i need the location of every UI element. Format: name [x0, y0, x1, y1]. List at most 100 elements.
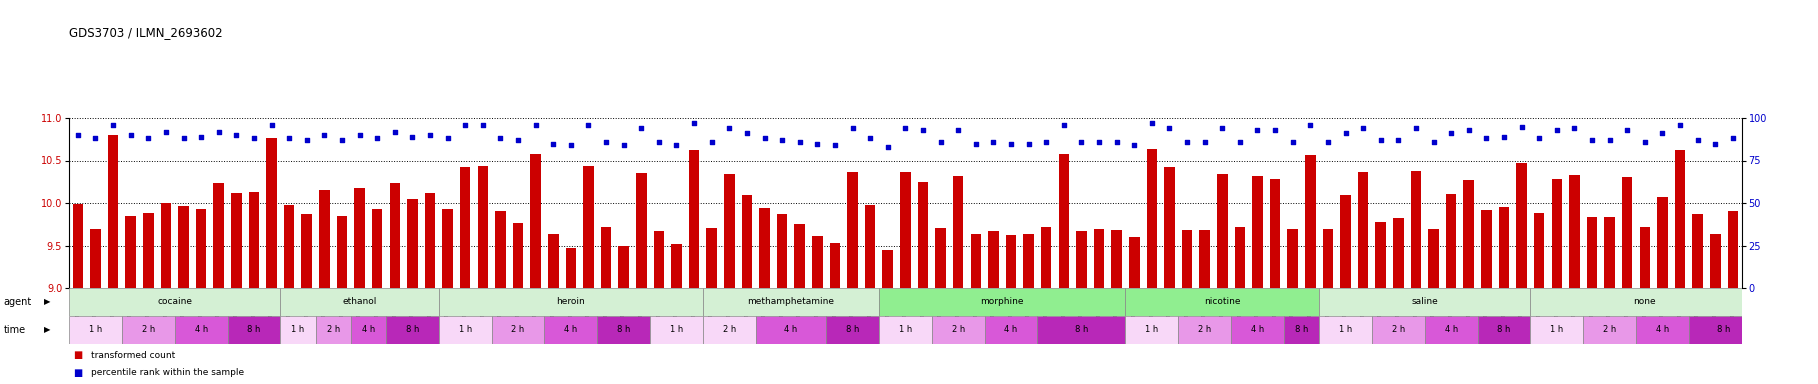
Point — [1331, 130, 1360, 136]
Bar — [1373, 316, 1425, 344]
Bar — [1129, 237, 1140, 288]
Point — [504, 137, 533, 143]
Point — [962, 141, 991, 147]
Point — [345, 132, 375, 138]
Bar — [1693, 214, 1703, 288]
Text: 2 h: 2 h — [951, 326, 965, 334]
Point — [820, 142, 849, 148]
Bar — [1182, 230, 1193, 288]
Point — [751, 135, 780, 141]
Point — [1436, 130, 1465, 136]
Point — [1454, 127, 1483, 133]
Point — [996, 141, 1025, 147]
Bar — [813, 236, 822, 288]
Bar — [1042, 227, 1051, 288]
Bar — [1640, 227, 1651, 288]
Bar — [531, 154, 542, 288]
Bar — [1125, 316, 1178, 344]
Text: ▶: ▶ — [44, 298, 51, 306]
Point — [591, 139, 620, 145]
Text: ■: ■ — [73, 368, 82, 378]
Bar — [878, 288, 1125, 316]
Bar — [1393, 218, 1403, 288]
Point — [1349, 125, 1378, 131]
Bar — [1024, 233, 1034, 288]
Bar — [565, 248, 576, 288]
Point — [556, 142, 585, 148]
Text: transformed count: transformed count — [91, 351, 175, 360]
Bar — [389, 184, 400, 288]
Point — [327, 137, 356, 143]
Point — [1067, 139, 1096, 145]
Bar — [1569, 175, 1580, 288]
Point — [256, 122, 285, 128]
Bar — [1005, 235, 1016, 288]
Bar — [1320, 288, 1531, 316]
Point — [1031, 139, 1060, 145]
Bar — [760, 208, 769, 288]
Text: 8 h: 8 h — [1498, 326, 1511, 334]
Bar — [953, 176, 964, 288]
Bar — [494, 211, 505, 288]
Point — [1120, 142, 1149, 148]
Text: cocaine: cocaine — [156, 298, 193, 306]
Bar — [756, 316, 825, 344]
Point — [293, 137, 322, 143]
Text: 4 h: 4 h — [1656, 326, 1669, 334]
Point — [1102, 139, 1131, 145]
Point — [873, 144, 902, 150]
Point — [1613, 127, 1642, 133]
Point — [891, 125, 920, 131]
Bar — [829, 243, 840, 288]
Bar — [249, 192, 260, 288]
Point — [627, 125, 656, 131]
Text: 8 h: 8 h — [1074, 326, 1089, 334]
Point — [1138, 120, 1167, 126]
Point — [909, 127, 938, 133]
Point — [662, 142, 691, 148]
Bar — [175, 316, 227, 344]
Bar — [600, 227, 611, 288]
Bar — [636, 173, 647, 288]
Point — [1718, 135, 1747, 141]
Bar — [1340, 195, 1351, 288]
Point — [944, 127, 973, 133]
Text: ethanol: ethanol — [342, 298, 376, 306]
Point — [1473, 135, 1502, 141]
Point — [222, 132, 251, 138]
Bar — [351, 316, 385, 344]
Bar — [933, 316, 985, 344]
Bar — [971, 233, 982, 288]
Point — [451, 122, 480, 128]
Bar — [878, 316, 933, 344]
Bar — [584, 166, 594, 288]
Point — [804, 141, 833, 147]
Bar — [1234, 227, 1245, 288]
Point — [151, 129, 180, 135]
Point — [1594, 137, 1623, 143]
Bar — [1689, 316, 1760, 344]
Point — [785, 139, 814, 145]
Text: 4 h: 4 h — [1251, 326, 1264, 334]
Bar — [985, 316, 1038, 344]
Bar — [231, 193, 242, 288]
Text: 8 h: 8 h — [616, 326, 631, 334]
Bar — [1445, 194, 1456, 288]
Bar — [1111, 230, 1122, 288]
Bar — [336, 216, 347, 288]
Point — [469, 122, 498, 128]
Bar — [107, 135, 118, 288]
Point — [1489, 134, 1518, 140]
Point — [1225, 139, 1254, 145]
Text: 1 h: 1 h — [458, 326, 473, 334]
Bar — [547, 235, 558, 288]
Bar — [1287, 228, 1298, 288]
Point — [1296, 122, 1325, 128]
Point — [82, 135, 111, 141]
Text: ■: ■ — [73, 350, 82, 360]
Text: 1 h: 1 h — [1551, 326, 1563, 334]
Bar — [794, 224, 805, 288]
Bar — [144, 213, 153, 288]
Bar — [91, 228, 100, 288]
Bar — [934, 228, 945, 288]
